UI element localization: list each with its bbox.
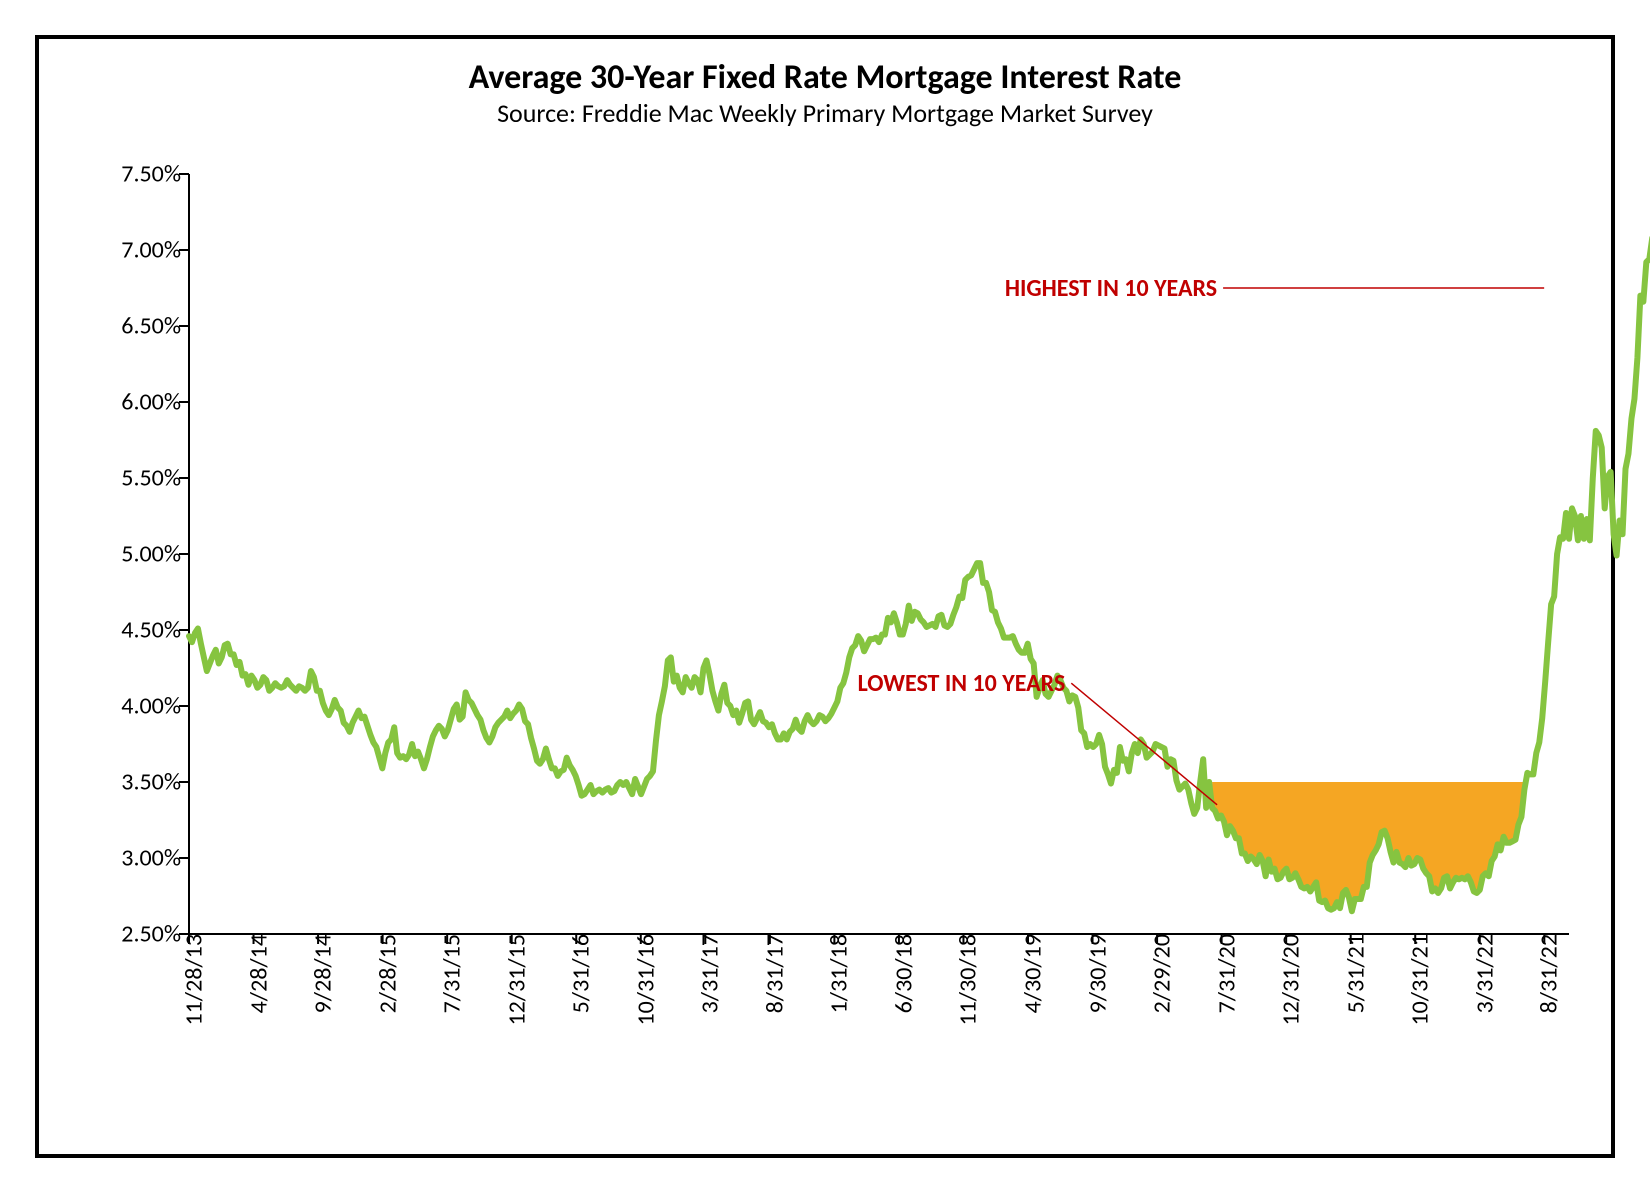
x-tick-label: 2/29/20 [1138, 934, 1177, 1013]
x-tick-label: 3/31/22 [1460, 934, 1499, 1013]
x-tick-label: 12/31/20 [1267, 934, 1306, 1026]
chart-svg [189, 174, 1569, 934]
x-tick-label: 8/31/17 [750, 934, 789, 1013]
x-tick-label: 10/31/16 [621, 934, 660, 1026]
x-tick-label: 9/30/19 [1073, 934, 1112, 1013]
y-tick-label: 6.50% [121, 312, 189, 341]
chart-title: Average 30-Year Fixed Rate Mortgage Inte… [39, 57, 1611, 98]
plot-area: 2.50%3.00%3.50%4.00%4.50%5.00%5.50%6.00%… [189, 174, 1569, 934]
x-tick-label: 11/30/18 [944, 934, 983, 1026]
y-tick-label: 7.00% [121, 236, 189, 265]
x-tick-label: 4/28/14 [234, 934, 273, 1013]
y-tick-label: 7.50% [121, 160, 189, 189]
y-tick-label: 4.50% [121, 616, 189, 645]
x-tick-label: 5/31/21 [1331, 934, 1370, 1013]
chart-subtitle: Source: Freddie Mac Weekly Primary Mortg… [39, 97, 1611, 129]
y-tick-label: 4.00% [121, 692, 189, 721]
x-tick-label: 2/28/15 [363, 934, 402, 1013]
x-tick-label: 10/31/21 [1396, 934, 1435, 1026]
x-tick-label: 9/28/14 [299, 934, 338, 1013]
x-tick-label: 8/31/22 [1525, 934, 1564, 1013]
chart-container: Average 30-Year Fixed Rate Mortgage Inte… [35, 35, 1615, 1158]
x-tick-label: 7/31/20 [1202, 934, 1241, 1013]
x-tick-label: 11/28/13 [170, 934, 209, 1026]
annotation-label: HIGHEST IN 10 YEARS [1005, 274, 1217, 303]
x-tick-label: 7/31/15 [428, 934, 467, 1013]
x-tick-label: 1/31/18 [815, 934, 854, 1013]
x-tick-label: 12/31/15 [492, 934, 531, 1026]
annotation-label: LOWEST IN 10 YEARS [858, 669, 1066, 698]
y-tick-label: 5.50% [121, 464, 189, 493]
y-tick-label: 3.50% [121, 768, 189, 797]
y-tick-label: 5.00% [121, 540, 189, 569]
y-tick-label: 6.00% [121, 388, 189, 417]
x-tick-label: 5/31/16 [557, 934, 596, 1013]
x-tick-label: 4/30/19 [1009, 934, 1048, 1013]
x-tick-label: 3/31/17 [686, 934, 725, 1013]
y-tick-label: 3.00% [121, 844, 189, 873]
x-tick-label: 6/30/18 [879, 934, 918, 1013]
